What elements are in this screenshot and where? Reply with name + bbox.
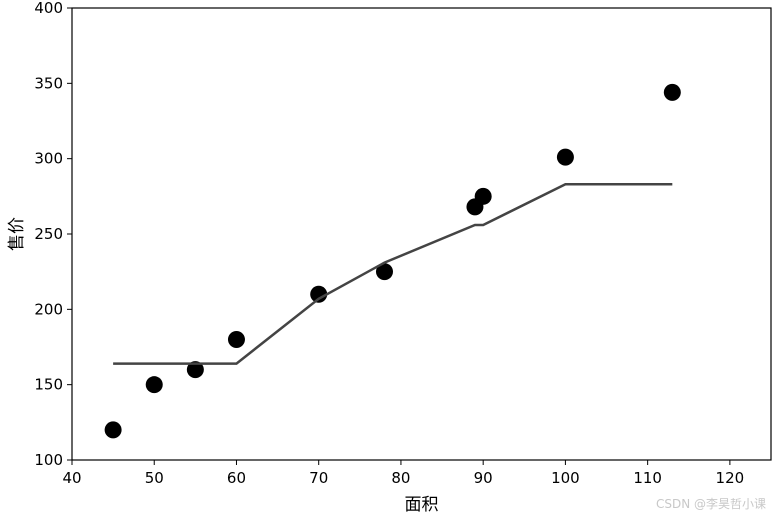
plot-area	[71, 7, 772, 461]
x-tick-label: 100	[551, 469, 580, 487]
series-line-1	[113, 183, 673, 365]
x-tick-label: 40	[62, 469, 81, 487]
data-point	[375, 263, 393, 281]
x-tick-label: 80	[391, 469, 410, 487]
data-point	[104, 421, 122, 439]
y-axis-title: 售价	[7, 217, 27, 251]
data-point	[145, 376, 163, 394]
y-tick-label: 350	[34, 74, 63, 92]
data-point	[227, 330, 245, 348]
axes-layer: 40 50 60 70 80 90 100 110 120 100 150 200 250 300 350 4…	[34, 0, 744, 487]
series-layer	[104, 83, 681, 439]
x-tick-label: 120	[716, 469, 745, 487]
y-tick-label: 250	[34, 225, 63, 243]
data-point	[663, 83, 681, 101]
data-point	[474, 187, 492, 205]
data-point	[186, 361, 204, 379]
x-tick-label: 110	[633, 469, 662, 487]
x-tick-label: 50	[145, 469, 164, 487]
plot-frame	[71, 7, 772, 461]
y-tick-label: 100	[34, 451, 63, 469]
y-tick-label: 300	[34, 150, 63, 168]
data-point	[310, 285, 328, 303]
x-axis-title: 面积	[405, 495, 439, 515]
data-point	[556, 148, 574, 166]
x-tick-label: 70	[309, 469, 328, 487]
x-tick-label: 60	[227, 469, 246, 487]
x-tick-label: 90	[474, 469, 493, 487]
y-tick-label: 150	[34, 376, 63, 394]
y-tick-label: 400	[34, 0, 63, 17]
y-tick-label: 200	[34, 300, 63, 318]
watermark: CSDN @李昊哲小课	[655, 497, 766, 511]
